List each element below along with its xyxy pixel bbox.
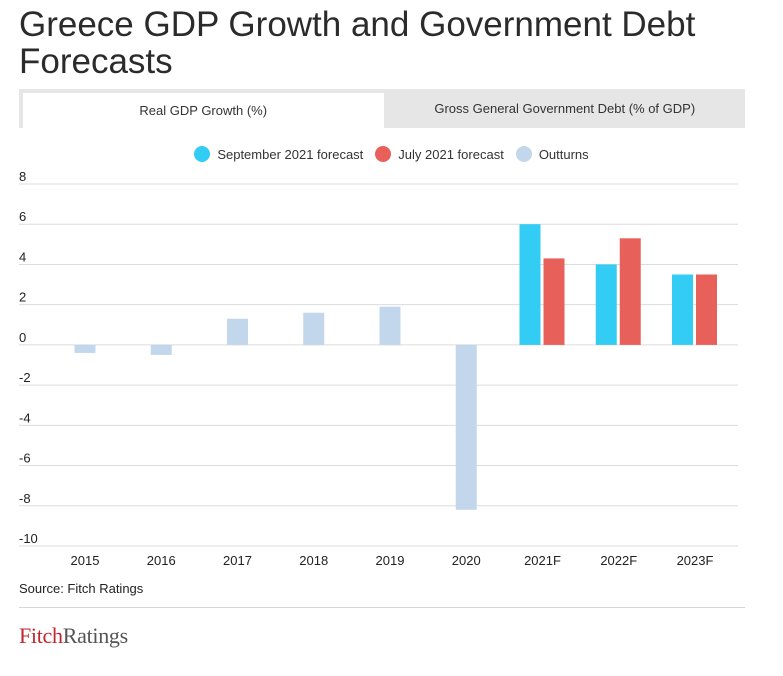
bar-outturns-2015	[74, 344, 96, 353]
legend-item-september[interactable]: September 2021 forecast	[194, 146, 363, 162]
bar-outturns-2020	[455, 344, 477, 510]
bar-outturns-2018	[303, 312, 325, 345]
x-tick-label: 2015	[71, 553, 100, 568]
bar-july-2023f	[696, 274, 717, 345]
chart-title: Greece GDP Growth and Government Debt Fo…	[19, 5, 696, 81]
tab-bar: Real GDP Growth (%) Gross General Govern…	[19, 89, 745, 128]
chart-legend: September 2021 forecast July 2021 foreca…	[0, 146, 783, 162]
bar-outturns-2019	[379, 306, 401, 345]
bar-september-2022f	[595, 264, 617, 345]
y-tick-label: 0	[19, 330, 26, 345]
y-tick-label: 6	[19, 209, 26, 224]
y-tick-label: -4	[19, 410, 31, 425]
x-tick-label: 2017	[223, 553, 252, 568]
legend-label-september: September 2021 forecast	[217, 146, 364, 162]
legend-label-july: July 2021 forecast	[398, 146, 504, 162]
bar-september-2021f	[519, 224, 541, 345]
y-tick-label: -6	[19, 451, 31, 466]
y-tick-label: -10	[19, 531, 38, 546]
legend-swatch-september	[194, 146, 211, 162]
legend-item-outturns[interactable]: Outturns	[515, 146, 589, 162]
bar-outturns-2017	[227, 318, 248, 345]
tab-government-debt[interactable]: Gross General Government Debt (% of GDP)	[434, 101, 696, 116]
x-tick-label: 2022F	[600, 553, 637, 568]
x-tick-label: 2016	[147, 553, 176, 568]
bar-outturns-2016	[150, 344, 172, 355]
legend-item-july[interactable]: July 2021 forecast	[375, 146, 504, 162]
x-tick-label: 2023F	[677, 553, 714, 568]
y-tick-label: -8	[19, 491, 31, 506]
bar-july-2021f	[543, 258, 565, 345]
legend-swatch-july	[375, 146, 392, 162]
legend-swatch-outturns	[515, 146, 532, 162]
bar-september-2023f	[672, 274, 693, 345]
legend-label-outturns: Outturns	[538, 146, 589, 162]
x-tick-label: 2021F	[524, 553, 561, 568]
tab-real-gdp-growth[interactable]: Real GDP Growth (%)	[22, 92, 385, 128]
footer-divider	[19, 607, 745, 608]
x-tick-label: 2020	[452, 553, 481, 568]
source-note: Source: Fitch Ratings	[19, 581, 144, 596]
y-tick-label: 8	[19, 169, 26, 184]
x-tick-label: 2019	[376, 553, 405, 568]
bar-chart: 8 6 4 2 0 -2 -4 -6 -8 -10 2015 2016 2017 2018 2019 2020…	[19, 169, 738, 568]
y-tick-label: 4	[19, 249, 26, 264]
x-tick-label: 2018	[299, 553, 328, 568]
y-tick-label: -2	[19, 370, 31, 385]
y-tick-label: 2	[19, 290, 26, 305]
fitch-ratings-logo: FitchRatings	[19, 623, 128, 648]
bar-july-2022f	[619, 238, 641, 345]
